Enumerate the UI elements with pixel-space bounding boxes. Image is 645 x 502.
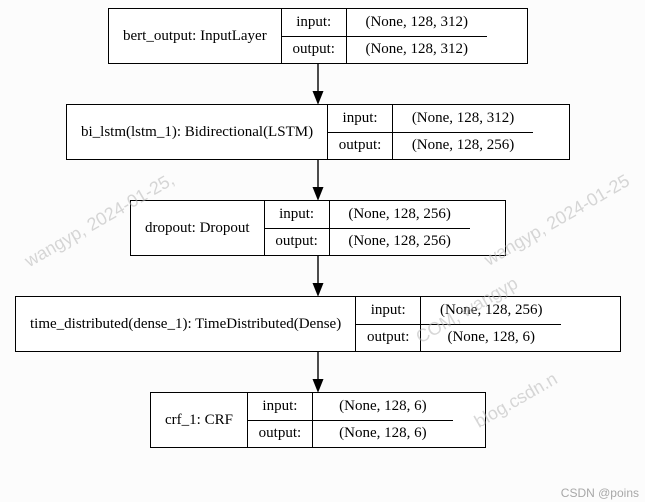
input-row: input:(None, 128, 6) — [248, 393, 453, 420]
input-shape: (None, 128, 312) — [347, 9, 487, 36]
layer-node: time_distributed(dense_1): TimeDistribut… — [15, 296, 621, 352]
layer-title: bert_output: InputLayer — [109, 9, 282, 63]
output-label: output: — [282, 37, 347, 64]
input-shape: (None, 128, 312) — [393, 105, 533, 132]
input-label: input: — [248, 393, 313, 420]
output-label: output: — [356, 325, 421, 352]
io-column: input:(None, 128, 312)output:(None, 128,… — [282, 9, 487, 63]
io-column: input:(None, 128, 6)output:(None, 128, 6… — [248, 393, 453, 447]
output-row: output:(None, 128, 256) — [265, 228, 470, 256]
input-row: input:(None, 128, 312) — [282, 9, 487, 36]
output-shape: (None, 128, 312) — [347, 37, 487, 64]
layer-node: bert_output: InputLayerinput:(None, 128,… — [108, 8, 528, 64]
input-label: input: — [265, 201, 330, 228]
output-row: output:(None, 128, 256) — [328, 132, 533, 160]
output-row: output:(None, 128, 6) — [356, 324, 561, 352]
layer-title: bi_lstm(lstm_1): Bidirectional(LSTM) — [67, 105, 328, 159]
layer-title: crf_1: CRF — [151, 393, 248, 447]
io-column: input:(None, 128, 256)output:(None, 128,… — [265, 201, 470, 255]
input-label: input: — [356, 297, 421, 324]
output-shape: (None, 128, 256) — [393, 133, 533, 160]
layer-title: time_distributed(dense_1): TimeDistribut… — [16, 297, 356, 351]
input-row: input:(None, 128, 312) — [328, 105, 533, 132]
input-row: input:(None, 128, 256) — [265, 201, 470, 228]
layer-node: crf_1: CRFinput:(None, 128, 6)output:(No… — [150, 392, 486, 448]
footer-credit: CSDN @poins — [561, 486, 639, 500]
layer-title: dropout: Dropout — [131, 201, 265, 255]
output-shape: (None, 128, 6) — [313, 421, 453, 448]
input-shape: (None, 128, 6) — [313, 393, 453, 420]
layer-node: bi_lstm(lstm_1): Bidirectional(LSTM)inpu… — [66, 104, 570, 160]
input-label: input: — [328, 105, 393, 132]
input-shape: (None, 128, 256) — [330, 201, 470, 228]
output-row: output:(None, 128, 312) — [282, 36, 487, 64]
model-summary-diagram: bert_output: InputLayerinput:(None, 128,… — [0, 0, 645, 502]
layer-node: dropout: Dropoutinput:(None, 128, 256)ou… — [130, 200, 506, 256]
output-shape: (None, 128, 256) — [330, 229, 470, 256]
input-label: input: — [282, 9, 347, 36]
output-row: output:(None, 128, 6) — [248, 420, 453, 448]
io-column: input:(None, 128, 312)output:(None, 128,… — [328, 105, 533, 159]
output-label: output: — [248, 421, 313, 448]
output-label: output: — [265, 229, 330, 256]
output-label: output: — [328, 133, 393, 160]
